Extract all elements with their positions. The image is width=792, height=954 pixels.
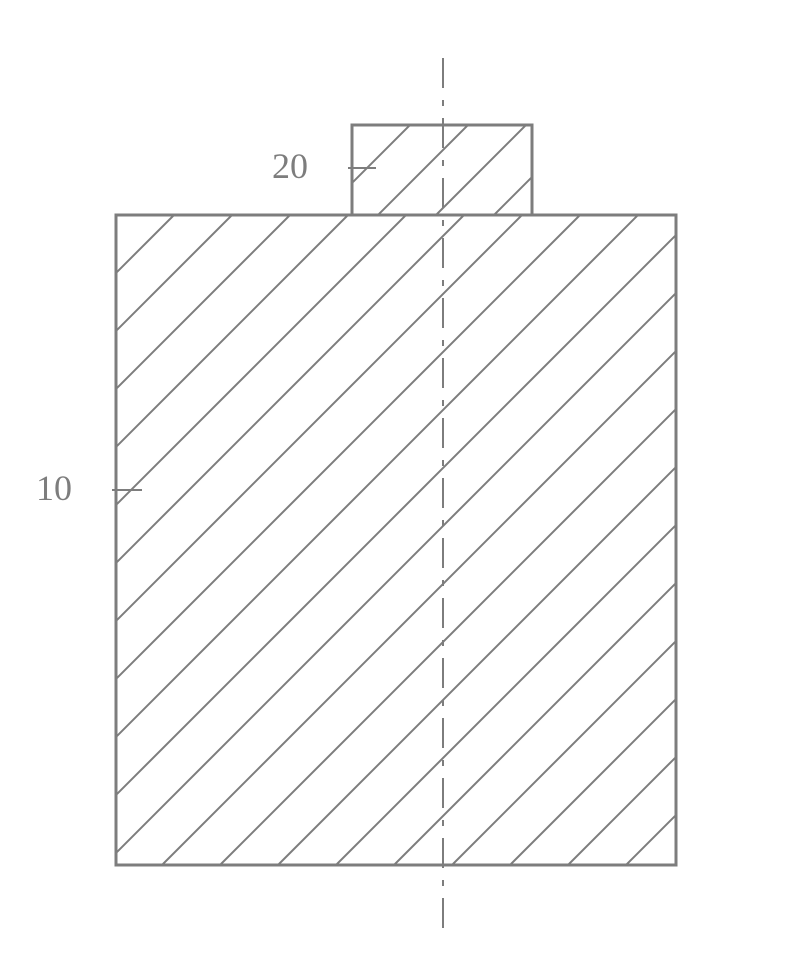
technical-diagram: 20 10	[0, 0, 792, 954]
main-body-outline	[116, 215, 676, 865]
hatch-main-body	[0, 215, 792, 865]
hatch-top-block	[262, 125, 700, 215]
ref-label-10: 10	[36, 468, 72, 508]
ref-10: 10	[36, 468, 142, 508]
ref-20: 20	[272, 146, 376, 186]
ref-label-20: 20	[272, 146, 308, 186]
